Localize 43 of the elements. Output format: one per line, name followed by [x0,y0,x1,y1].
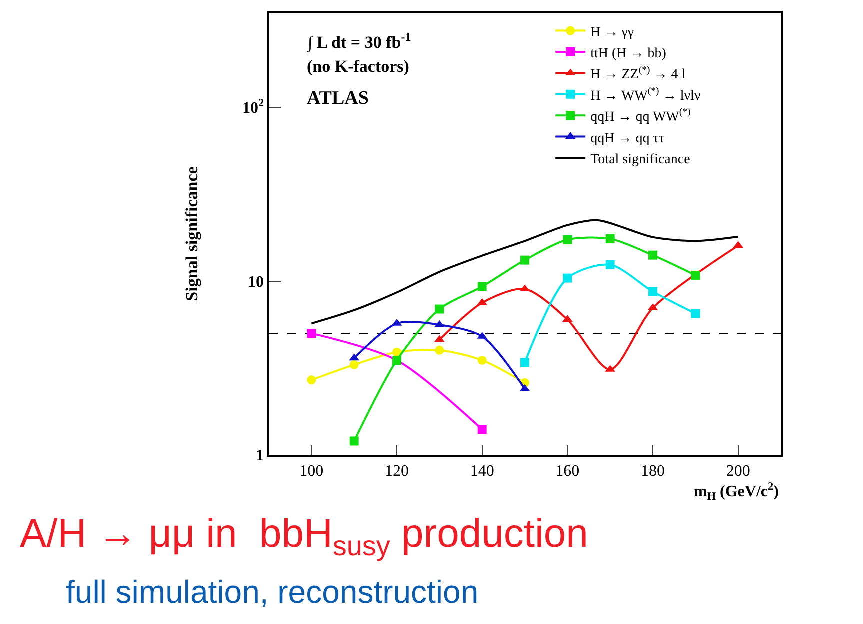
legend-label: qqH → qq WW$^{(*)}$ [590,107,691,126]
point [520,358,530,368]
point [478,356,487,365]
x-tick-label: 160 [556,462,580,480]
y-axis-title: Signal significance [182,166,202,302]
text: A/H → μμ in bbH$_{susy}$ production [20,512,588,562]
legend-label: qqH → qq ττ [590,131,665,146]
point [563,235,572,244]
point [307,376,316,385]
point [691,309,700,318]
text: full simulation, reconstruction [66,574,479,610]
point [307,329,316,338]
point [648,250,658,260]
y-tick-label: 10$^{2}$ [242,97,264,118]
point [478,282,487,292]
y-tick-label: 1 [256,448,264,465]
x-tick-label: 180 [641,462,665,480]
annotation: (no K-factors) [307,57,410,76]
point [648,287,658,296]
x-tick-label: 120 [385,462,409,480]
x-tick-label: 200 [726,462,750,480]
legend-label: ttH (H → bb) [590,46,667,62]
legend-label: Total significance [590,152,690,168]
point [435,304,444,314]
x-tick-label: 140 [470,462,494,480]
line-series [310,219,740,325]
point [563,274,572,283]
y-tick-label: 10 [248,274,264,291]
x-tick-label: 100 [300,462,324,480]
point [435,346,444,355]
point [350,360,359,370]
x-axis-title: m$_{H}$ (GeV/c$^{2}$) [694,481,779,504]
legend-label: H → WW$^{(*)}$ → lνlν [590,86,701,104]
legend-label: H → γγ [590,25,634,40]
point [606,260,615,270]
point [691,270,700,280]
legend-label: H → ZZ$^{(*)}$ → 4 l [590,64,686,83]
point [606,234,615,244]
point [520,256,530,265]
point [350,436,359,446]
annotation: ATLAS [307,88,369,109]
point [478,425,487,434]
annotation: ∫ L dt = 30 fb$^{-1}$ [307,30,412,54]
